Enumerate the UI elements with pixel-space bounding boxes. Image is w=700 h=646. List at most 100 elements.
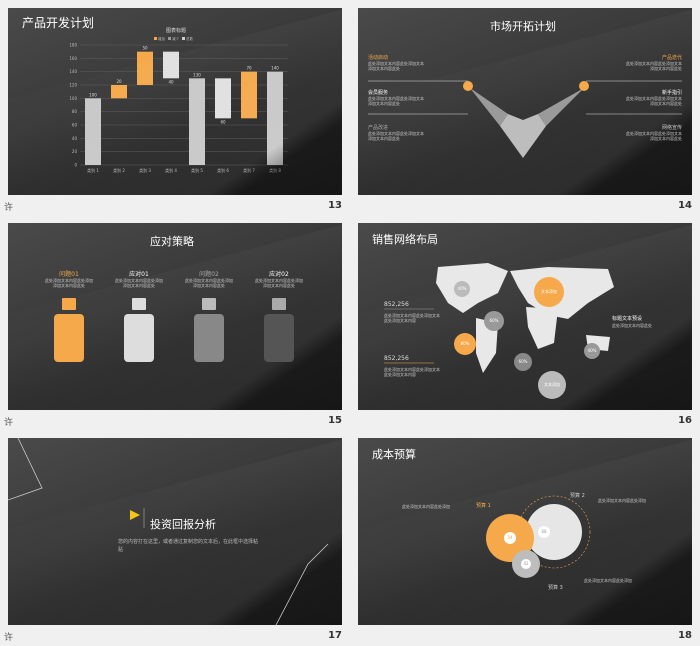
chart-bar xyxy=(215,78,231,119)
budget-label: 预算 1 xyxy=(476,503,491,509)
map-bubble: 40% xyxy=(454,281,470,297)
budget-value: 42 xyxy=(523,561,529,566)
slide-number: 13 xyxy=(328,200,342,211)
bubble-chart xyxy=(486,495,591,578)
slide-title: 成本预算 xyxy=(372,448,416,461)
network-desc: 此处添加文本内容 xyxy=(384,372,416,377)
strategy-item: 问题02 此处添加文本内容此处添加 添加文本内容此处 xyxy=(184,269,234,362)
y-tick-label: 160 xyxy=(69,56,77,61)
slide-title: 应对策略 xyxy=(150,235,194,248)
slide-thumbnail-18[interactable]: 成本预算 54 68 42 预算 1 预算 2 预算 3 此处添加文本内容此处添… xyxy=(350,430,700,645)
chart-bar xyxy=(267,71,283,165)
slide-title: 市场开拓计划 xyxy=(490,20,556,33)
usb-connector-icon xyxy=(62,298,76,310)
slide-number: 16 xyxy=(678,415,692,426)
x-tick-label: 类别 1 xyxy=(87,167,99,173)
data-label: 100 xyxy=(89,92,97,97)
slide-canvas: 成本预算 54 68 42 预算 1 预算 2 预算 3 此处添加文本内容此处添… xyxy=(358,438,692,625)
slide-number: 18 xyxy=(678,630,692,641)
map-bubble: 60% xyxy=(484,311,504,331)
slide-title: 销售网络布局 xyxy=(372,233,438,246)
usb-connector-icon xyxy=(132,298,146,310)
chart-bar xyxy=(137,51,153,85)
y-tick-label: 40 xyxy=(72,136,78,141)
legend-swatch xyxy=(154,37,157,40)
usb-connector-icon xyxy=(202,298,216,310)
slide-number: 15 xyxy=(328,415,342,426)
plus-icon xyxy=(579,81,589,91)
slide-thumbnail-14[interactable]: 市场开拓计划 活动启动 此处添加文本内容此处添加文本 添加文本内容此处 会员服务 xyxy=(350,0,700,215)
map-bubble: 40% xyxy=(584,343,600,359)
legend-label: 总数 xyxy=(186,36,193,41)
map-bubble: 文本添加 xyxy=(538,371,566,399)
decor-lines xyxy=(8,438,329,625)
v-arrow-graphic xyxy=(368,80,682,158)
y-tick-label: 180 xyxy=(69,43,77,48)
map-bubble: 文本添加 xyxy=(534,277,564,307)
x-tick-label: 类别 4 xyxy=(165,167,177,173)
x-tick-label: 类别 8 xyxy=(269,167,281,173)
slide-footer: 许 xyxy=(4,633,14,643)
chart-bar xyxy=(241,71,257,119)
data-label: 140 xyxy=(271,66,279,71)
usb-body-icon xyxy=(264,314,294,362)
slide-footer: 许 xyxy=(4,418,14,428)
data-label: 60 xyxy=(220,119,226,124)
map-bubble: 60% xyxy=(514,353,532,371)
chart-bar xyxy=(163,51,179,79)
budget-value: 54 xyxy=(507,535,513,540)
x-tick-label: 类别 3 xyxy=(139,167,151,173)
slide-canvas: 销售网络布局 40% 60% 80% 文本添加 60% 40% 文本添加 852… xyxy=(358,223,692,410)
plus-icon xyxy=(463,81,473,91)
network-desc: 此处添加文本内容此处添加文本 xyxy=(384,367,440,372)
slide-number: 17 xyxy=(328,630,342,641)
legend-swatch xyxy=(182,37,185,40)
x-tick-label: 类别 6 xyxy=(217,167,229,173)
y-tick-label: 100 xyxy=(69,96,77,101)
slide-thumbnail-15[interactable]: 应对策略 问题01 此处添加文本内容此处添加 添加文本内容此处 应对01 此处添… xyxy=(0,215,350,430)
network-desc: 此处添加文本内容此处添加文本 xyxy=(384,313,440,318)
x-tick-label: 类别 2 xyxy=(113,167,125,173)
slide-canvas: 投资回报分析 您的内容打在这里，或者通过复制您的文本后，在此框中选择粘贴 xyxy=(8,438,342,625)
market-left-item: 会员服务 此处添加文本内容此处添加文本 添加文本内容此处 xyxy=(368,90,424,106)
play-triangle-icon xyxy=(130,510,140,520)
slide-title: 产品开发计划 xyxy=(22,16,95,30)
y-tick-label: 20 xyxy=(72,149,78,154)
slide-footer: 许 xyxy=(4,203,14,213)
y-tick-label: 140 xyxy=(69,69,77,74)
strategy-item: 问题01 此处添加文本内容此处添加 添加文本内容此处 xyxy=(44,269,94,362)
usb-body-icon xyxy=(194,314,224,362)
market-right-item: 新手指引 此处添加文本内容此处添加文本 添加文本内容此处 xyxy=(626,90,682,106)
chart-bar xyxy=(111,85,127,99)
slide-thumbnail-17[interactable]: 投资回报分析 您的内容打在这里，或者通过复制您的文本后，在此框中选择粘贴 许 1… xyxy=(0,430,350,645)
legend-label: 减少 xyxy=(172,36,179,41)
network-value: 852,256 xyxy=(384,355,409,362)
slide-canvas: 市场开拓计划 活动启动 此处添加文本内容此处添加文本 添加文本内容此处 会员服务 xyxy=(358,8,692,195)
budget-desc: 此处添加文本内容此处添加 xyxy=(402,504,450,509)
network-value: 852,256 xyxy=(384,301,409,308)
market-left-item: 产品改进 此处添加文本内容此处添加文本 添加文本内容此处 xyxy=(368,125,424,141)
slide-thumbnail-16[interactable]: 销售网络布局 40% 60% 80% 文本添加 60% 40% 文本添加 852… xyxy=(350,215,700,430)
roi-text: 您的内容打在这里，或者通过复制您的文本后，在此框中选择粘贴 xyxy=(118,539,259,553)
x-tick-label: 类别 5 xyxy=(191,167,203,173)
data-label: 130 xyxy=(193,72,201,77)
slide-thumbnail-13[interactable]: 产品开发计划 图表标题 增加 减少 总数 0 20 40 60 80 100 120 140 160 18… xyxy=(0,0,350,215)
y-tick-label: 120 xyxy=(69,83,77,88)
usb-connector-icon xyxy=(272,298,286,310)
y-tick-label: 0 xyxy=(74,163,77,168)
strategy-item: 应对02 此处添加文本内容此处添加 添加文本内容此处 xyxy=(254,269,304,362)
budget-label: 预算 3 xyxy=(548,585,563,591)
strategy-item: 应对01 此处添加文本内容此处添加 添加文本内容此处 xyxy=(114,269,164,362)
y-tick-label: 80 xyxy=(72,109,78,114)
chart-bar xyxy=(189,78,205,165)
network-desc: 此处添加文本内容 xyxy=(384,318,416,323)
network-right-title: 标题文本预设 xyxy=(612,316,643,322)
chart-bar xyxy=(85,98,101,165)
slide-canvas: 应对策略 问题01 此处添加文本内容此处添加 添加文本内容此处 应对01 此处添… xyxy=(8,223,342,410)
y-tick-label: 60 xyxy=(72,123,78,128)
market-right-item: 产品迭代 此处添加文本内容此处添加文本 添加文本内容此处 xyxy=(626,55,682,71)
slide-title: 投资回报分析 xyxy=(150,518,216,531)
data-label: 70 xyxy=(246,66,252,71)
data-label: 20 xyxy=(116,79,122,84)
